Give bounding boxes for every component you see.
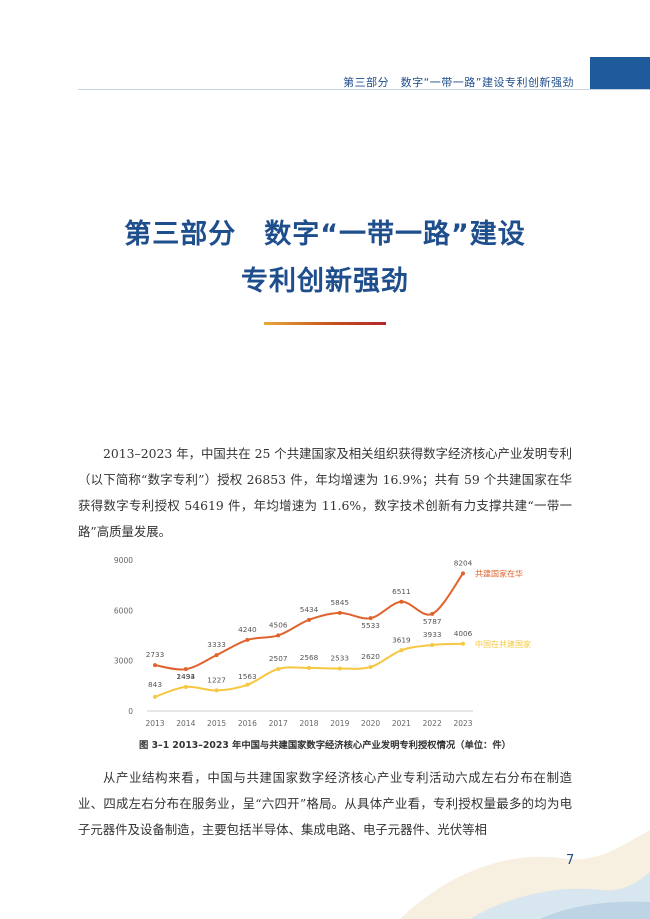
data-label: 5787	[423, 617, 442, 626]
y-tick-label: 9000	[114, 556, 133, 565]
data-label: 1434	[177, 672, 196, 681]
chapter-title-line-1: 第三部分 数字“一带一路”建设	[124, 219, 526, 250]
data-point	[276, 633, 281, 638]
x-tick-label: 2019	[330, 719, 349, 728]
title-decorative-rule	[264, 322, 386, 325]
x-tick-label: 2022	[423, 719, 442, 728]
data-point	[430, 643, 435, 648]
data-label: 4506	[269, 620, 288, 629]
data-label: 2493	[177, 672, 196, 681]
data-label: 2568	[300, 653, 319, 662]
data-point	[307, 617, 311, 622]
data-point	[245, 682, 250, 687]
data-label: 5845	[331, 598, 350, 607]
header-color-block	[590, 57, 650, 89]
x-tick-label: 2016	[238, 719, 257, 728]
data-point	[399, 648, 404, 653]
x-tick-label: 2015	[207, 719, 226, 728]
x-tick-label: 2014	[176, 719, 195, 728]
data-point	[245, 637, 250, 642]
data-point	[337, 610, 342, 615]
data-label: 3333	[207, 640, 226, 649]
x-tick-label: 2021	[392, 719, 411, 728]
data-point	[183, 667, 188, 672]
data-point	[183, 684, 188, 689]
y-tick-label: 3000	[114, 657, 133, 666]
data-point	[430, 611, 435, 616]
x-tick-label: 2018	[299, 719, 318, 728]
series-legend-label: 共建国家在华	[475, 568, 523, 578]
data-point	[461, 641, 465, 646]
data-label: 843	[148, 680, 162, 689]
x-tick-label: 2013	[145, 719, 164, 728]
intro-paragraph: 2013–2023 年，中国共在 25 个共建国家及相关组织获得数字经济核心产业…	[78, 446, 572, 540]
data-point	[153, 663, 157, 668]
y-tick-label: 6000	[114, 606, 133, 615]
data-label: 2620	[361, 652, 380, 661]
data-point	[368, 665, 373, 670]
header-divider	[78, 89, 650, 90]
data-point	[214, 653, 219, 658]
data-label: 2733	[146, 650, 165, 659]
patent-line-chart: 0 3000 6000 9000 2013 2014 2015 2016 2017 2018 201…	[114, 556, 531, 728]
data-point	[461, 571, 465, 576]
data-label: 2507	[269, 654, 288, 663]
data-point	[214, 688, 219, 693]
data-point	[276, 666, 281, 671]
data-label: 1227	[207, 675, 226, 684]
data-label: 4240	[238, 625, 257, 634]
running-header: 第三部分 数字“一带一路”建设专利创新强劲	[343, 76, 574, 89]
x-tick-label: 2023	[453, 719, 472, 728]
figure-caption: 图 3–1 2013–2023 年中国与共建国家数字经济核心产业发明专利授权情况…	[139, 740, 511, 751]
chapter-title-line-2: 专利创新强劲	[241, 266, 409, 297]
data-point	[368, 616, 373, 621]
data-point	[337, 666, 342, 671]
series-legend-label: 中国在共建国家	[475, 639, 531, 649]
data-label: 4006	[454, 629, 473, 638]
data-point	[153, 694, 157, 699]
data-label: 2533	[331, 654, 350, 663]
data-label: 3619	[392, 635, 411, 644]
data-label: 8204	[454, 558, 473, 567]
data-label: 5533	[361, 621, 380, 630]
x-tick-label: 2017	[269, 719, 288, 728]
industry-structure-paragraph: 从产业结构来看，中国与共建国家数字经济核心产业专利活动六成左右分布在制造业、四成…	[78, 770, 572, 838]
data-label: 1563	[238, 672, 257, 681]
data-label: 5434	[300, 605, 319, 614]
page-number: 7	[566, 853, 575, 868]
y-tick-label: 0	[128, 707, 133, 716]
data-label: 3933	[423, 630, 442, 639]
data-point	[307, 665, 311, 670]
data-point	[399, 599, 404, 604]
x-tick-label: 2020	[361, 719, 380, 728]
data-label: 6511	[392, 587, 411, 596]
